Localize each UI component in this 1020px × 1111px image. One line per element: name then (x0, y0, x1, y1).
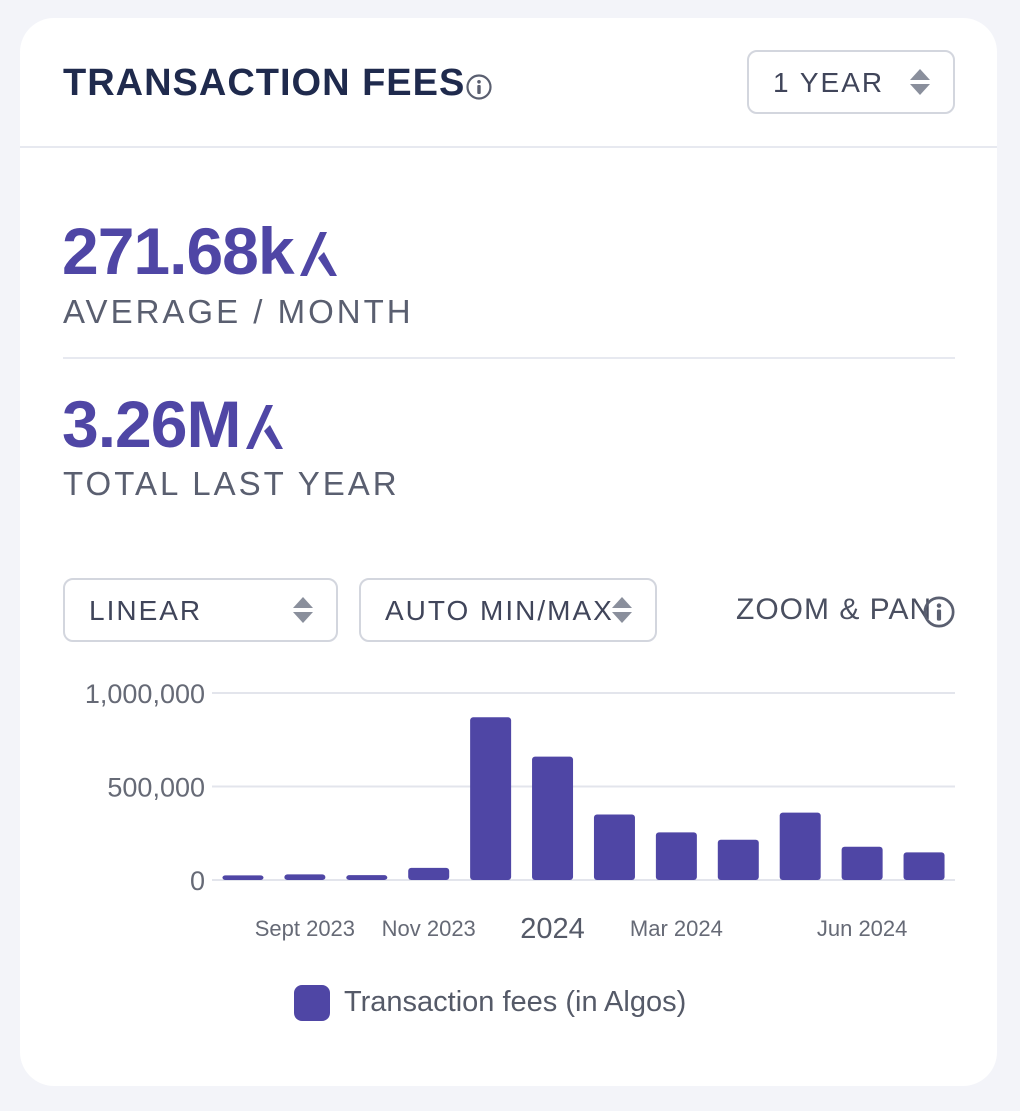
bar (903, 852, 945, 880)
algo-icon (246, 405, 284, 449)
x-tick-label: Mar 2024 (630, 916, 723, 941)
bar (593, 814, 635, 880)
x-tick-label: Nov 2023 (382, 916, 476, 941)
range-select[interactable]: AUTO MIN/MAX (359, 578, 657, 642)
bar (717, 839, 759, 880)
legend-swatch (294, 985, 330, 1021)
scale-select[interactable]: LINEAR (63, 578, 338, 642)
bar (779, 812, 821, 880)
sort-arrows-icon (612, 597, 632, 623)
info-icon[interactable] (466, 74, 492, 100)
bar (532, 756, 574, 880)
bar (222, 875, 264, 880)
y-tick-label: 500,000 (107, 773, 205, 803)
bar (346, 875, 388, 880)
transaction-fees-card: TRANSACTION FEES 1 YEAR 271.68k AVERAGE … (20, 18, 997, 1086)
average-value: 271.68k (62, 213, 342, 289)
bar (284, 874, 326, 880)
total-label: TOTAL LAST YEAR (63, 465, 400, 502)
period-select[interactable]: 1 YEAR (747, 50, 955, 114)
y-tick-label: 0 (190, 866, 205, 896)
range-select-value: AUTO MIN/MAX (385, 595, 614, 626)
bar (408, 867, 450, 880)
legend-label: Transaction fees (in Algos) (344, 986, 687, 1018)
bar (841, 846, 883, 880)
x-tick-label: Sept 2023 (255, 916, 355, 941)
info-icon[interactable] (923, 596, 955, 628)
bar (655, 832, 697, 880)
algo-icon (299, 232, 337, 276)
total-value: 3.26M (62, 386, 288, 462)
sort-arrows-icon (910, 69, 930, 95)
average-label: AVERAGE / MONTH (63, 293, 414, 330)
scale-select-value: LINEAR (89, 595, 203, 626)
bar (470, 717, 512, 880)
transaction-fees-chart[interactable]: 0 500,000 1,000,000 Sept 2023 Nov 2023 2024 Ma… (20, 658, 997, 968)
sort-arrows-icon (293, 597, 313, 623)
zoom-pan-label[interactable]: ZOOM & PAN (736, 593, 933, 626)
period-select-value: 1 YEAR (773, 67, 885, 98)
card-title: TRANSACTION FEES (63, 62, 466, 104)
x-tick-label: 2024 (520, 913, 585, 945)
x-tick-label: Jun 2024 (817, 916, 908, 941)
kpi-divider (63, 357, 955, 359)
card-header: TRANSACTION FEES 1 YEAR (20, 18, 997, 148)
y-tick-label: 1,000,000 (85, 679, 205, 709)
